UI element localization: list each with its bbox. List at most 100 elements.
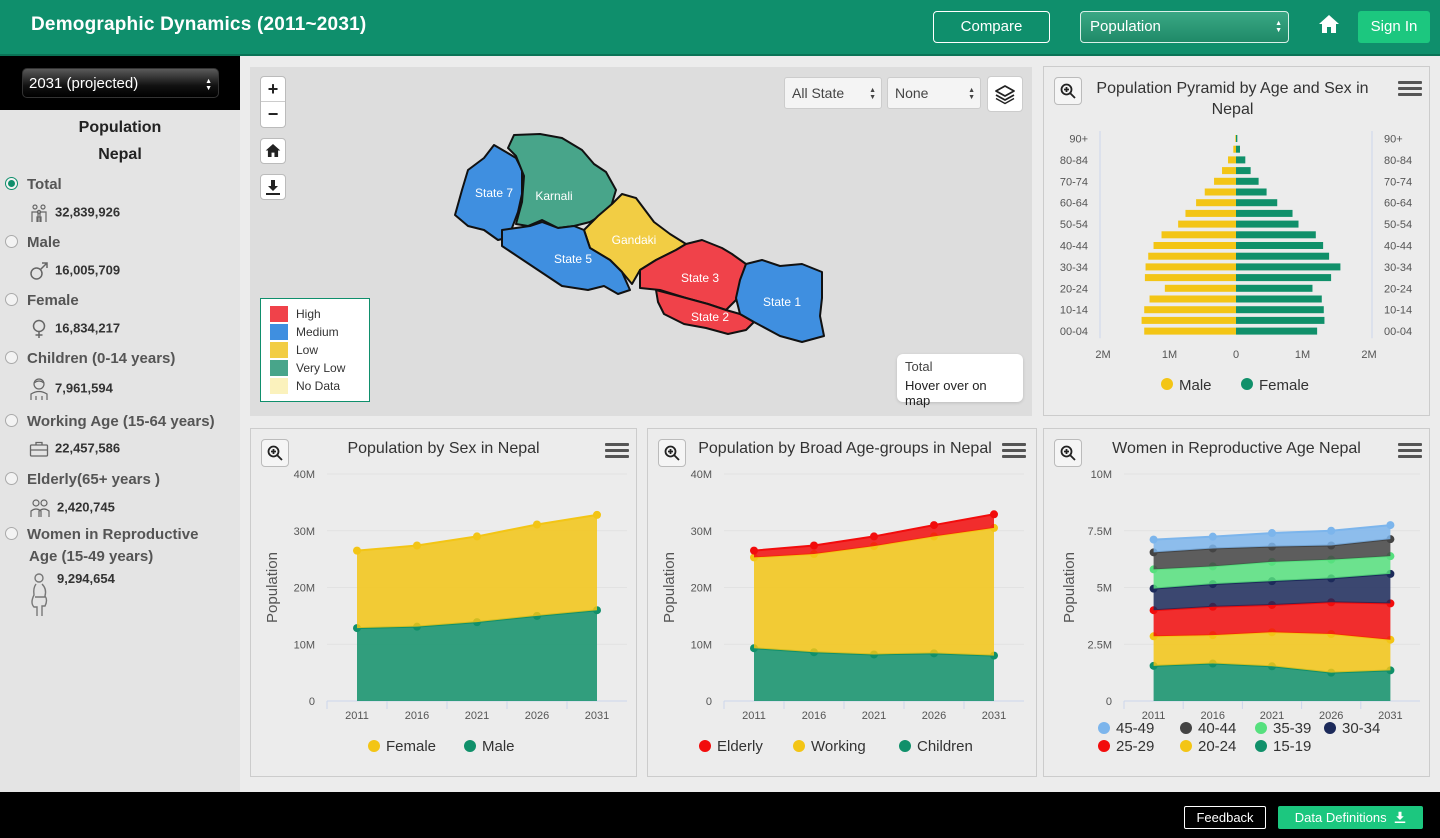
pyramid-bar-male — [1141, 316, 1236, 324]
legend-label: 30-34 — [1342, 720, 1380, 737]
data-point — [930, 521, 938, 530]
data-definitions-button[interactable]: Data Definitions — [1278, 806, 1423, 829]
region-state-7[interactable] — [454, 144, 523, 241]
radio-icon[interactable] — [5, 293, 18, 306]
pyramid-bar-female — [1236, 274, 1332, 282]
radio-icon[interactable] — [5, 472, 18, 485]
zoom-in-button[interactable]: + — [267, 79, 279, 99]
footer-bar: Feedback Data Definitions — [0, 792, 1440, 838]
women-menu-button[interactable] — [1398, 443, 1422, 463]
legend-label: Medium — [296, 325, 339, 339]
legend-label: 40-44 — [1198, 720, 1236, 737]
nepal-map[interactable]: State 7 Karnali Gandaki State 5 State 3 … — [450, 130, 830, 360]
pyramid-bar-female — [1236, 188, 1267, 196]
state-filter-value: All State — [792, 85, 845, 101]
radio-icon[interactable] — [5, 235, 18, 248]
stat-male: 16,005,709 — [29, 261, 120, 281]
radio-icon[interactable] — [5, 351, 18, 364]
map-home-button[interactable] — [260, 138, 286, 164]
pyramid-title-line2: Nepal — [1211, 101, 1254, 118]
age-menu-button[interactable] — [1002, 443, 1026, 463]
legend-label: Working — [811, 738, 866, 755]
pyramid-tick-label: 90+ — [1384, 134, 1403, 146]
age-title: Population by Broad Age-groups in Nepal — [698, 440, 992, 457]
region-state-2[interactable] — [655, 289, 755, 335]
radio-male[interactable]: Male — [5, 234, 60, 251]
radio-women-reproductive[interactable]: Women in Reproductive Age (15-49 years) — [5, 524, 198, 568]
x-tick-label: 2011 — [1142, 710, 1166, 722]
pyramid-bar-male — [1144, 327, 1236, 335]
compare-button[interactable]: Compare — [933, 11, 1050, 43]
x-tick-label: 2011 — [742, 710, 766, 722]
area-children — [754, 648, 994, 701]
y-tick-label: 0 — [706, 696, 712, 708]
child-icon — [30, 378, 48, 400]
legend-label: Female — [1259, 377, 1309, 394]
pyramid-bar-male — [1153, 242, 1236, 249]
indicator-select[interactable]: Population ▲ ▼ — [1080, 11, 1289, 43]
stat-total: 32,839,926 — [29, 203, 120, 223]
region-label: State 5 — [554, 252, 592, 266]
year-select[interactable]: 2031 (projected) ▲ ▼ — [22, 68, 219, 98]
download-icon — [266, 180, 280, 195]
radio-label: Women in Reproductive — [27, 526, 199, 543]
radio-children[interactable]: Children (0-14 years) — [5, 350, 175, 367]
pyramid-zoom-button[interactable] — [1054, 77, 1082, 105]
y-tick-label: 0 — [1106, 696, 1112, 708]
pyramid-bar-female — [1236, 156, 1246, 164]
stat-value: 16,005,709 — [55, 262, 121, 278]
pyramid-menu-button[interactable] — [1398, 81, 1422, 101]
y-axis-title: Population — [661, 552, 678, 623]
x-tick-label: 2031 — [982, 710, 1006, 722]
data-point — [1386, 521, 1395, 530]
x-tick-label: 2026 — [922, 710, 946, 722]
radio-icon[interactable] — [5, 527, 18, 540]
pyramid-tick-label: 00-04 — [1060, 326, 1088, 338]
data-point — [1208, 532, 1217, 541]
x-tick-label: 2016 — [1201, 710, 1225, 722]
legend-swatch — [270, 360, 288, 376]
region-karnali[interactable] — [507, 133, 617, 229]
indicator-select-value: Population — [1090, 18, 1161, 35]
legend-marker — [793, 740, 805, 752]
zoom-out-button[interactable]: − — [261, 101, 285, 126]
pyramid-tick-label: 30-34 — [1060, 262, 1088, 274]
home-icon[interactable] — [1318, 14, 1340, 34]
women-zoom-button[interactable] — [1054, 439, 1082, 467]
stat-elderly: 2,420,745 — [29, 498, 115, 518]
layers-button[interactable] — [987, 76, 1023, 112]
radio-icon[interactable] — [5, 414, 18, 427]
pyramid-tick-label: 20-24 — [1060, 283, 1088, 295]
feedback-button[interactable]: Feedback — [1184, 806, 1266, 829]
pyramid-tick-label: 40-44 — [1060, 241, 1088, 253]
radio-female[interactable]: Female — [5, 292, 79, 309]
sex-zoom-button[interactable] — [261, 439, 289, 467]
region-state-1[interactable] — [735, 259, 825, 343]
radio-selected-icon[interactable] — [5, 177, 18, 190]
radio-label: Female — [27, 292, 79, 309]
pyramid-tick-label: 50-54 — [1384, 219, 1412, 231]
pyramid-tick-label: 90+ — [1069, 134, 1088, 146]
data-point — [353, 546, 361, 555]
age-zoom-button[interactable] — [658, 439, 686, 467]
region-state-5[interactable] — [501, 221, 631, 295]
pyramid-bar-female — [1236, 316, 1325, 324]
x-tick-label: 2026 — [525, 710, 549, 722]
radio-label: Working Age (15-64 years) — [27, 413, 215, 430]
data-point — [473, 532, 481, 541]
second-filter-select[interactable]: None ▲ ▼ — [887, 77, 981, 109]
state-filter-select[interactable]: All State ▲ ▼ — [784, 77, 882, 109]
layers-icon — [995, 85, 1015, 105]
sign-in-button[interactable]: Sign In — [1358, 11, 1430, 43]
radio-elderly[interactable]: Elderly(65+ years ) — [5, 471, 160, 488]
area-working — [754, 527, 994, 656]
legend-label: Male — [1179, 377, 1212, 394]
briefcase-icon — [29, 441, 49, 457]
pyramid-bar-male — [1214, 177, 1236, 185]
pyramid-tick-label: 20-24 — [1384, 283, 1412, 295]
radio-working[interactable]: Working Age (15-64 years) — [5, 413, 215, 430]
map-download-button[interactable] — [260, 174, 286, 200]
radio-total[interactable]: Total — [5, 176, 62, 193]
legend-item: Medium — [270, 324, 360, 342]
sex-menu-button[interactable] — [605, 443, 629, 463]
